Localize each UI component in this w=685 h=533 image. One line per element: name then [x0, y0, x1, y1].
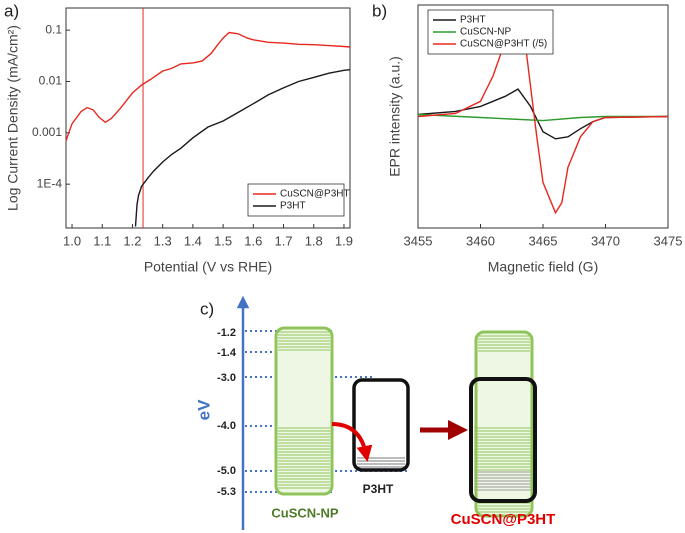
x-tick-label: 3465 [529, 233, 558, 248]
transfer-arrow [331, 422, 373, 462]
level-label: -1.4 [217, 347, 237, 359]
x-tick-label: 1.7 [274, 233, 292, 248]
level-label: -3.0 [217, 372, 236, 384]
y-tick-label: 0.01 [39, 74, 63, 88]
panel-label: b) [372, 1, 387, 20]
cuscn-box [474, 330, 534, 518]
node-label: CuSCN-NP [271, 505, 338, 520]
x-tick-label: 1.6 [244, 233, 262, 248]
x-tick-label: 1.3 [154, 233, 172, 248]
plot-frame [65, 7, 351, 229]
x-tick-label: 1.0 [63, 233, 81, 248]
series-line [417, 113, 668, 122]
x-tick-label: 3475 [654, 233, 683, 248]
x-tick-label: 3460 [466, 233, 495, 248]
cuscn-box [274, 326, 334, 496]
x-axis-label: Magnetic field (G) [488, 259, 598, 275]
series-line [134, 69, 351, 227]
y-axis-label: Log Current Density (mA/cm²) [5, 25, 21, 211]
legend-box [247, 183, 345, 217]
band-fill [276, 328, 532, 516]
x-tick-label: 1.1 [93, 233, 111, 248]
level-label: -1.2 [217, 327, 236, 339]
node-label: CuSCN@P3HT [451, 511, 556, 528]
x-tick-label: 1.5 [214, 233, 232, 248]
panel-label: a) [4, 1, 19, 20]
x-tick-label: 1.2 [123, 233, 141, 248]
band-bg [476, 332, 532, 516]
legend-label: P3HT [280, 201, 306, 212]
x-tick-label: 1.4 [184, 233, 202, 248]
energy-diagram: c) eV -1.2 -1.4 -3.0 -4.0 -5.0 -5.3 CuSC… [194, 295, 556, 530]
legend-label: CuSCN@P3HT (/5) [460, 39, 547, 50]
band-bg [276, 328, 332, 494]
level-label: -5.3 [217, 486, 236, 498]
x-tick-label: 1.9 [335, 233, 353, 248]
y-axis-label: EPR intensity (a.u.) [387, 56, 403, 177]
y-tick-label: 0.1 [45, 22, 62, 36]
axis-label: eV [194, 399, 213, 420]
series-line [417, 13, 669, 215]
legend-label: CuSCN@P3HT [280, 189, 350, 200]
panel-label: c) [200, 299, 214, 318]
x-tick-label: 1.8 [305, 233, 323, 248]
series-line [65, 31, 351, 142]
x-tick-label: 3455 [404, 233, 433, 248]
legend-label: P3HT [460, 15, 486, 26]
x-axis-label: Potential (V vs RHE) [144, 259, 272, 275]
legend-label: CuSCN-NP [460, 27, 511, 38]
p3ht-box [469, 377, 537, 503]
y-tick-label: 0.001 [32, 125, 62, 139]
level-label: -5.0 [217, 465, 236, 477]
node-label: P3HT [363, 482, 394, 496]
y-tick-label: 1E-4 [37, 176, 63, 190]
level-label: -4.0 [217, 420, 236, 432]
x-tick-label: 3470 [591, 233, 620, 248]
p3ht-box [352, 378, 410, 472]
